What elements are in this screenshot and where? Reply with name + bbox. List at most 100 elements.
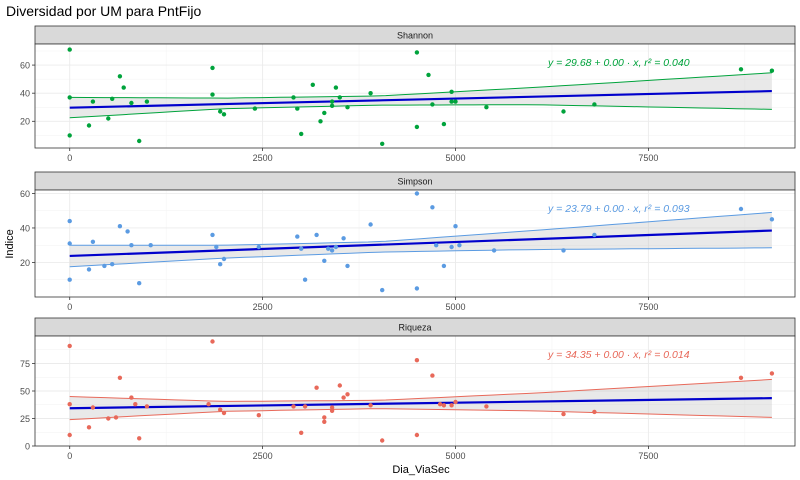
data-point	[322, 258, 327, 263]
band-lower-line	[69, 104, 772, 119]
data-point	[329, 99, 335, 104]
data-point	[144, 404, 150, 409]
data-point	[218, 407, 223, 412]
data-point	[345, 392, 350, 397]
data-point	[368, 222, 373, 227]
data-point	[144, 99, 150, 104]
data-point	[214, 244, 219, 250]
data-point	[333, 244, 339, 250]
data-point	[561, 248, 566, 253]
x-tick-label: 2500	[253, 451, 273, 461]
data-point	[380, 287, 385, 293]
data-point	[484, 105, 489, 110]
x-tick-label: 0	[67, 153, 72, 163]
data-point	[453, 224, 458, 229]
y-tick-label: 25	[20, 414, 30, 424]
data-point	[67, 95, 72, 100]
data-point	[117, 74, 123, 79]
x-tick-label: 7500	[638, 451, 658, 461]
data-point	[299, 430, 304, 435]
data-point	[318, 119, 323, 124]
data-point	[337, 95, 342, 100]
data-point	[561, 109, 566, 114]
data-point	[117, 224, 123, 229]
confidence-band	[69, 379, 772, 420]
data-point	[368, 91, 373, 96]
regression-line	[69, 229, 772, 258]
data-point	[218, 109, 223, 114]
y-tick-label: 50	[20, 386, 30, 396]
data-point	[769, 217, 775, 222]
data-point	[137, 436, 142, 441]
data-point	[333, 85, 339, 90]
data-point	[67, 432, 72, 438]
data-point	[414, 50, 420, 55]
data-point	[299, 246, 304, 251]
data-point	[67, 133, 72, 138]
facet-panel-simpson: Simpson y = 23.79 + 0.00 · x, r² = 0.093 2…	[20, 171, 796, 312]
data-point	[67, 241, 72, 246]
data-point	[210, 339, 215, 344]
y-tick-label: 75	[20, 359, 30, 369]
data-point	[441, 263, 447, 269]
data-point	[449, 99, 454, 104]
data-point	[441, 403, 447, 408]
data-point	[67, 277, 72, 282]
data-point	[252, 106, 258, 111]
y-tick-label: 20	[20, 258, 30, 268]
data-point	[129, 395, 134, 400]
data-point	[86, 425, 92, 430]
data-point	[769, 68, 775, 73]
data-point	[380, 438, 385, 443]
x-tick-label: 0	[67, 451, 72, 461]
data-point	[210, 232, 215, 238]
data-point	[102, 263, 107, 269]
data-point	[291, 95, 296, 100]
data-point	[592, 232, 597, 238]
regression-equation: y = 29.68 + 0.00 · x, r² = 0.040	[547, 57, 690, 69]
data-point	[110, 262, 115, 267]
data-point	[90, 99, 96, 104]
data-point	[449, 89, 454, 95]
facet-strip-label: Simpson	[397, 177, 432, 187]
y-tick-label: 60	[20, 189, 30, 199]
y-tick-label: 60	[20, 60, 30, 70]
data-point	[337, 383, 342, 388]
regression-line	[69, 397, 772, 410]
data-point	[314, 232, 319, 238]
data-point	[484, 404, 489, 409]
band-upper-line	[69, 211, 772, 246]
data-point	[221, 256, 227, 262]
panel-border	[34, 43, 796, 149]
x-tick-label: 2500	[253, 302, 273, 312]
data-point	[291, 404, 296, 409]
data-point	[137, 281, 142, 286]
data-point	[121, 85, 126, 90]
data-point	[302, 404, 308, 409]
data-point	[491, 248, 497, 253]
data-point	[345, 263, 350, 269]
data-point	[414, 124, 420, 130]
data-point	[769, 371, 775, 376]
data-point	[449, 403, 454, 408]
data-point	[592, 102, 597, 107]
data-point	[129, 243, 134, 248]
data-point	[341, 236, 346, 241]
data-point	[322, 419, 327, 424]
data-point	[592, 409, 597, 415]
data-point	[299, 131, 304, 137]
data-point	[110, 96, 115, 102]
data-point	[449, 244, 454, 250]
data-point	[414, 358, 420, 363]
data-point	[129, 100, 134, 106]
data-point	[414, 432, 420, 438]
data-point	[437, 402, 443, 407]
data-point	[414, 286, 420, 291]
data-point	[322, 110, 327, 116]
data-point	[453, 399, 458, 405]
y-axis-title: Indice	[4, 229, 16, 258]
x-tick-label: 5000	[445, 153, 465, 163]
regression-line	[69, 89, 772, 109]
band-lower-line	[69, 247, 772, 268]
